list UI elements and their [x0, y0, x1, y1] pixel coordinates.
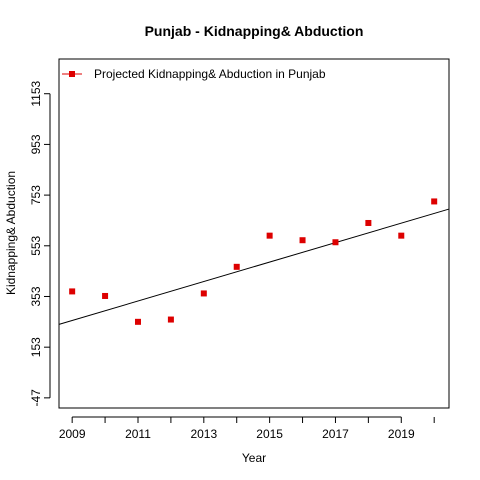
legend-marker	[69, 71, 75, 77]
data-point	[299, 237, 306, 244]
y-tick-label: 1153	[29, 80, 43, 106]
data-point	[398, 232, 405, 239]
y-tick-label: 953	[29, 134, 43, 154]
data-point	[167, 316, 174, 323]
data-point	[134, 318, 141, 325]
x-tick-label: 2013	[190, 427, 217, 441]
data-points-layer	[69, 198, 438, 325]
y-tick-label: 753	[29, 185, 43, 205]
x-axis: 2009 2011 2013 2015 2017 2019	[59, 416, 435, 441]
trend-line	[58, 208, 450, 325]
x-tick-label: 2017	[322, 427, 349, 441]
data-point	[431, 198, 438, 205]
y-tick-label: 353	[29, 286, 43, 306]
legend-entry-label: Projected Kidnapping& Abduction in Punja…	[94, 67, 326, 81]
y-tick-label: 153	[29, 337, 43, 357]
y-tick-label: -47	[29, 389, 43, 407]
legend: Projected Kidnapping& Abduction in Punja…	[62, 67, 326, 81]
plot-area	[58, 58, 450, 409]
chart-title: Punjab - Kidnapping& Abduction	[145, 23, 364, 39]
y-axis-label: Kidnapping& Abduction	[4, 171, 18, 295]
data-point	[233, 263, 240, 270]
x-axis-label: Year	[242, 451, 266, 465]
x-tick-label: 2015	[256, 427, 283, 441]
x-tick-label: 2011	[125, 427, 151, 441]
data-point	[332, 239, 339, 246]
y-tick-label: 553	[29, 235, 43, 255]
y-axis: -47 153 353 553 753 953 1153	[29, 80, 51, 407]
x-tick-label: 2009	[59, 427, 86, 441]
x-tick-label: 2019	[388, 427, 415, 441]
data-point	[200, 290, 207, 297]
data-point	[266, 232, 273, 239]
trend-line-layer	[58, 208, 450, 325]
data-point	[102, 292, 109, 299]
data-point	[365, 219, 372, 226]
data-point	[69, 288, 76, 295]
